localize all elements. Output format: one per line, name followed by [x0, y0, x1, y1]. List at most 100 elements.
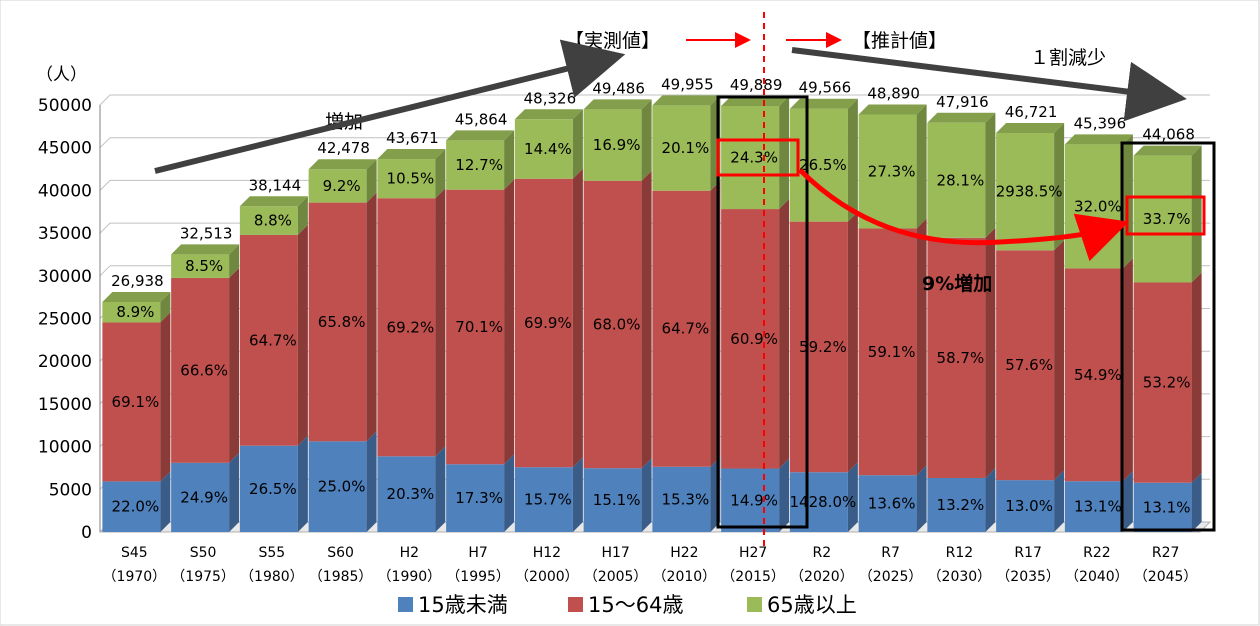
bar-segment	[996, 480, 1055, 532]
segment-percent-label: 69.2%	[387, 318, 435, 336]
bar-side	[1054, 123, 1065, 251]
legend-swatch-15to64	[568, 597, 583, 612]
bar-side	[366, 431, 377, 532]
bar-top	[1064, 134, 1133, 145]
bar-segment	[171, 462, 230, 532]
gridline-diag	[99, 265, 111, 277]
bar-side	[1191, 472, 1202, 532]
bar-segment	[377, 456, 436, 532]
y-tick-label: 50000	[38, 96, 92, 116]
bar-top	[171, 244, 240, 255]
segment-percent-label: 65.8%	[318, 313, 366, 331]
y-tick-label: 10000	[38, 438, 92, 458]
bar-segment	[583, 180, 642, 469]
bar-top	[927, 112, 996, 123]
x-year-label: （2000）	[515, 569, 579, 585]
x-year-label: （1985）	[309, 569, 373, 585]
bar-segment	[927, 122, 986, 238]
bar-top	[102, 291, 171, 302]
x-year-label: （1995）	[446, 569, 510, 585]
bar-total-label: 49,889	[730, 76, 783, 94]
bar-segment	[102, 481, 161, 532]
bar-top	[789, 98, 858, 109]
y-tick-label: 15000	[38, 395, 92, 415]
bar-segment	[721, 468, 780, 532]
bar-total-label: 44,068	[1142, 126, 1195, 144]
segment-percent-label: 8.8%	[254, 212, 292, 230]
bar-segment	[377, 159, 436, 199]
bar-top	[652, 95, 721, 106]
gridline-diag	[99, 180, 111, 191]
bar-segment	[446, 140, 505, 190]
bar-total-label: 45,864	[455, 110, 508, 128]
bar-side	[1054, 240, 1065, 481]
legend-label-15to64: 15～64歳	[588, 593, 683, 617]
bar-segment	[858, 228, 917, 476]
decrease-label: １割減少	[1030, 47, 1106, 69]
bar-segment	[1133, 282, 1192, 483]
segment-percent-label: 2938.5%	[996, 183, 1063, 201]
segment-percent-label: 20.1%	[662, 139, 710, 157]
bar-total-label: 32,513	[180, 224, 233, 242]
y-tick-label: 5000	[49, 480, 92, 500]
bar-top	[996, 123, 1065, 134]
y-tick-label: 40000	[38, 181, 92, 201]
x-year-label: （2030）	[928, 569, 992, 585]
bar-side	[1054, 470, 1065, 532]
segment-percent-label: 13.0%	[1005, 497, 1053, 515]
bar-segment	[652, 105, 711, 191]
bar-segment	[996, 250, 1055, 481]
bar-side	[916, 104, 927, 229]
segment-percent-label: 27.3%	[868, 162, 916, 180]
x-category-label: H2	[400, 545, 419, 561]
segment-percent-label: 57.6%	[1005, 356, 1053, 374]
x-year-label: （1990）	[378, 569, 442, 585]
bar-side	[847, 462, 858, 532]
segment-percent-label: 24.3%	[730, 149, 778, 167]
segment-percent-label: 60.9%	[730, 330, 778, 348]
bar-segment	[583, 468, 642, 532]
bar-side	[779, 458, 790, 532]
segment-percent-label: 8.9%	[116, 303, 154, 321]
segment-percent-label: 64.7%	[249, 331, 297, 349]
x-category-label: R27	[1152, 545, 1180, 561]
h27-ratio-highlight	[716, 138, 800, 177]
segment-percent-label: 20.3%	[387, 485, 435, 503]
increase-trend-arrow	[154, 39, 626, 174]
segment-percent-label: 14.9%	[730, 491, 778, 509]
bar-side	[297, 196, 308, 235]
segment-percent-label: 16.9%	[593, 136, 641, 154]
segment-percent-label: 13.6%	[868, 495, 916, 513]
segment-percent-label: 54.9%	[1074, 366, 1122, 384]
bar-side	[572, 168, 583, 468]
x-category-label: S60	[327, 545, 354, 561]
bar-side	[297, 224, 308, 446]
x-category-label: R12	[946, 545, 974, 561]
x-category-label: R2	[813, 545, 832, 561]
y-tick-label: 20000	[38, 352, 92, 372]
bar-total-label: 49,486	[592, 79, 645, 97]
segment-percent-label: 13.1%	[1074, 498, 1122, 516]
bar-side	[229, 244, 240, 278]
y-tick-label: 25000	[38, 310, 92, 330]
bar-segment	[171, 277, 230, 463]
x-year-label: （1975）	[171, 569, 235, 585]
bar-total-label: 48,890	[867, 84, 920, 102]
bar-segment	[308, 441, 367, 532]
bar-segment	[721, 105, 780, 210]
bar-side	[435, 446, 446, 532]
bar-segment	[789, 221, 848, 473]
x-category-label: R17	[1014, 545, 1042, 561]
bar-side	[779, 95, 790, 210]
bar-side	[1122, 471, 1133, 532]
segment-percent-label: 25.0%	[318, 478, 366, 496]
h27-highlight-box	[716, 95, 809, 529]
segment-percent-label: 10.5%	[387, 170, 435, 188]
segment-percent-label: 1428.0%	[790, 493, 857, 511]
bar-segment	[102, 301, 161, 323]
segment-percent-label: 15.1%	[593, 491, 641, 509]
bar-side	[366, 192, 377, 442]
estimated-label: 【推計値】	[852, 30, 947, 52]
x-category-label: H7	[468, 545, 487, 561]
bar-total-label: 49,566	[799, 79, 852, 97]
